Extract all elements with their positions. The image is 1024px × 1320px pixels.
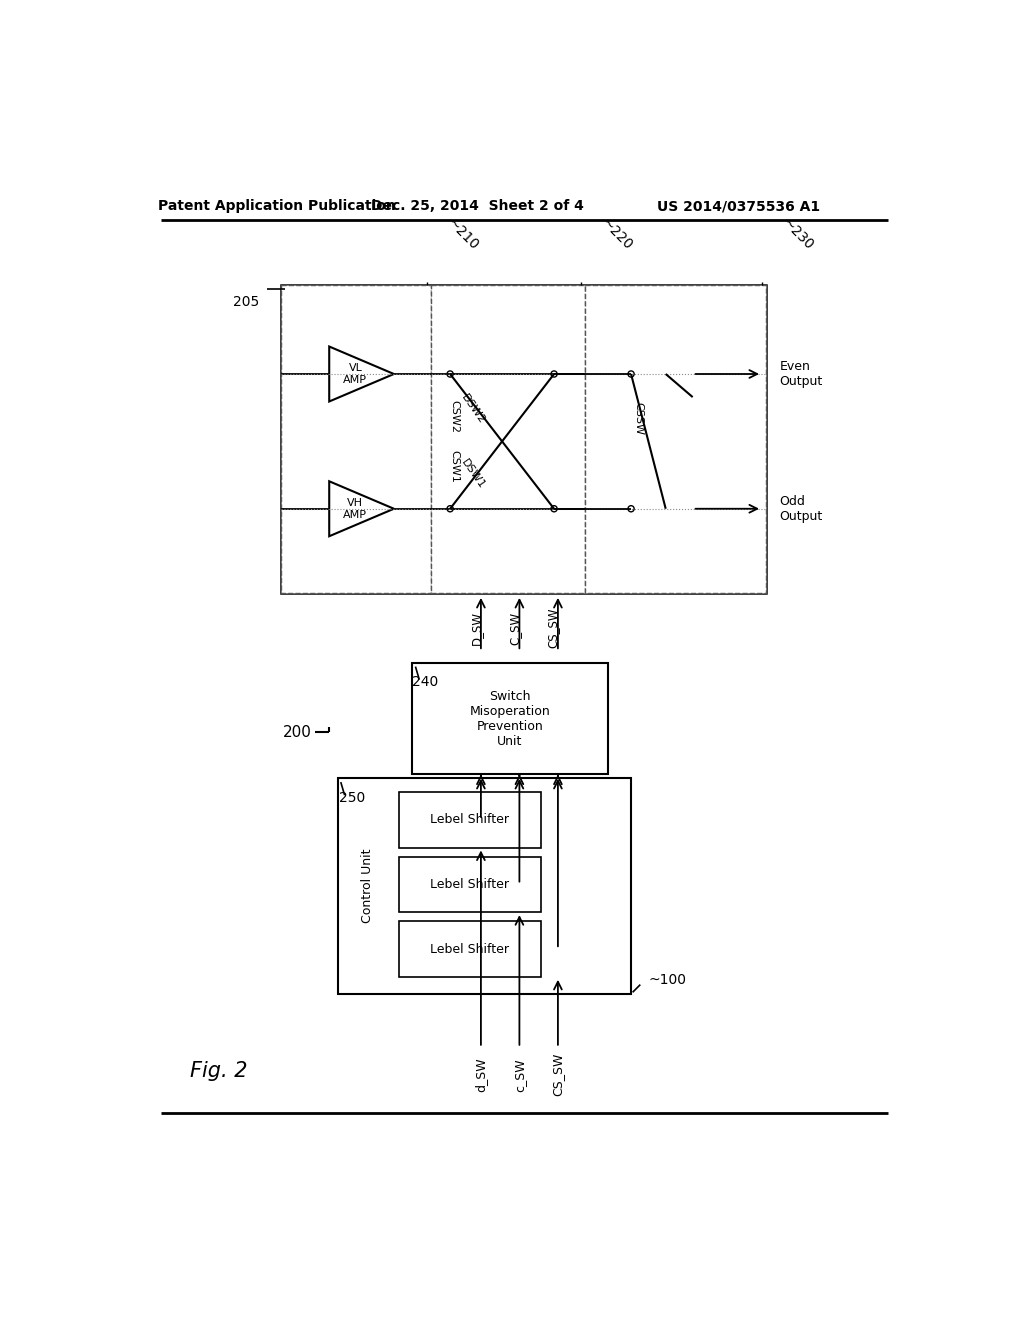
- Bar: [398, 792, 541, 847]
- Text: Switch
Misoperation
Prevention
Unit: Switch Misoperation Prevention Unit: [469, 689, 550, 747]
- Text: Lebel Shifter: Lebel Shifter: [430, 942, 509, 956]
- Text: Patent Application Publication: Patent Application Publication: [158, 199, 395, 213]
- Text: Control Unit: Control Unit: [361, 849, 374, 923]
- Text: Odd
Output: Odd Output: [779, 495, 823, 523]
- Text: DSW1: DSW1: [460, 458, 487, 491]
- Text: Lebel Shifter: Lebel Shifter: [430, 878, 509, 891]
- Text: 250: 250: [339, 791, 366, 804]
- Text: 240: 240: [413, 675, 438, 689]
- Text: ~230: ~230: [779, 216, 816, 253]
- Bar: [281, 285, 431, 594]
- Text: Dec. 25, 2014  Sheet 2 of 4: Dec. 25, 2014 Sheet 2 of 4: [371, 199, 584, 213]
- Text: Fig. 2: Fig. 2: [190, 1061, 248, 1081]
- Text: c_SW: c_SW: [513, 1057, 526, 1092]
- Text: CSSW: CSSW: [634, 401, 644, 434]
- Text: ~220: ~220: [599, 216, 636, 253]
- Bar: [431, 285, 585, 594]
- Bar: [585, 285, 766, 594]
- Bar: [339, 779, 631, 994]
- Text: C_SW: C_SW: [508, 611, 521, 644]
- Text: CSW1: CSW1: [449, 450, 459, 483]
- Text: D_SW: D_SW: [470, 611, 482, 645]
- Bar: [281, 285, 766, 594]
- Text: CSW2: CSW2: [449, 400, 459, 433]
- Text: d_SW: d_SW: [474, 1057, 487, 1092]
- Bar: [398, 857, 541, 912]
- Text: ~100: ~100: [648, 973, 686, 987]
- Text: VL
AMP: VL AMP: [343, 363, 368, 385]
- Bar: [398, 921, 541, 977]
- Text: ~210: ~210: [444, 216, 481, 253]
- Text: 205: 205: [232, 294, 259, 309]
- Bar: [412, 663, 608, 775]
- Text: VH
AMP: VH AMP: [343, 498, 368, 520]
- Text: CS_SW: CS_SW: [551, 1053, 564, 1097]
- Text: CS_SW: CS_SW: [547, 607, 560, 648]
- Text: Lebel Shifter: Lebel Shifter: [430, 813, 509, 826]
- Text: 200: 200: [283, 725, 311, 739]
- Text: Even
Output: Even Output: [779, 360, 823, 388]
- Text: DSW2: DSW2: [460, 392, 487, 425]
- Text: US 2014/0375536 A1: US 2014/0375536 A1: [657, 199, 820, 213]
